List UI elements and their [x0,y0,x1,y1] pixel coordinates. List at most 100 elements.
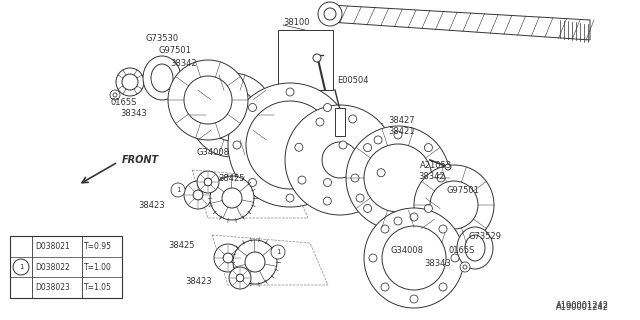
Circle shape [248,104,257,112]
Circle shape [13,259,29,275]
Polygon shape [330,5,590,40]
Circle shape [381,283,389,291]
Circle shape [394,217,402,225]
Text: 38343: 38343 [120,108,147,117]
Circle shape [298,176,306,184]
Text: 38427: 38427 [388,116,415,124]
Text: 38423: 38423 [138,201,164,210]
Circle shape [410,213,418,221]
Circle shape [451,254,459,262]
Text: 1: 1 [276,249,280,255]
Ellipse shape [143,56,181,100]
Text: 1: 1 [176,187,180,193]
Text: G73529: G73529 [468,231,501,241]
Circle shape [168,60,248,140]
Text: 1: 1 [19,264,23,270]
Circle shape [424,204,433,212]
Text: 0165S: 0165S [448,245,474,254]
Text: G34008: G34008 [196,148,229,156]
Circle shape [229,267,251,289]
Circle shape [439,225,447,233]
Circle shape [323,197,332,205]
Circle shape [374,136,382,144]
Circle shape [318,2,342,26]
Text: D038023: D038023 [35,283,70,292]
Text: G97501: G97501 [446,186,479,195]
Text: G73530: G73530 [145,34,178,43]
Bar [335,108,345,136]
Circle shape [346,126,450,230]
Circle shape [286,194,294,202]
Text: A21053: A21053 [420,161,452,170]
Text: 0165S: 0165S [110,98,136,107]
Text: 38343: 38343 [424,260,451,268]
Circle shape [313,54,321,62]
Circle shape [414,165,494,245]
Bar [278,30,333,90]
Circle shape [424,144,433,152]
Circle shape [377,169,385,177]
Circle shape [323,104,332,112]
Circle shape [394,131,402,139]
Circle shape [197,171,219,193]
Circle shape [210,176,254,220]
Circle shape [349,115,356,123]
Text: G97501: G97501 [158,45,191,54]
Text: A190001242: A190001242 [556,301,609,310]
Circle shape [295,143,303,151]
Circle shape [184,76,232,124]
Circle shape [364,208,464,308]
Circle shape [364,144,372,152]
Ellipse shape [457,227,493,269]
Text: FRONT: FRONT [122,155,159,165]
Circle shape [322,142,358,178]
Text: 38425: 38425 [218,173,244,182]
Circle shape [364,144,432,212]
Circle shape [351,174,359,182]
Circle shape [356,194,364,202]
Circle shape [204,178,212,186]
Text: 38421: 38421 [388,126,415,135]
Circle shape [339,141,347,149]
Text: E00504: E00504 [337,76,369,84]
Circle shape [110,90,120,100]
Text: 38342: 38342 [418,172,445,180]
Circle shape [222,188,242,208]
Circle shape [324,8,336,20]
Circle shape [171,183,185,197]
Text: T=0.95: T=0.95 [84,242,112,251]
Circle shape [364,204,372,212]
Text: A190001242: A190001242 [556,303,609,313]
Circle shape [463,265,467,269]
Circle shape [323,179,332,187]
Text: T=1.00: T=1.00 [84,262,112,271]
Text: 38425: 38425 [168,241,195,250]
Circle shape [122,74,138,90]
Text: G34008: G34008 [390,245,423,254]
Circle shape [271,245,285,259]
Ellipse shape [465,235,485,261]
Circle shape [445,164,451,170]
Circle shape [246,101,334,189]
Circle shape [245,252,265,272]
Text: T=1.05: T=1.05 [84,283,112,292]
Circle shape [430,181,478,229]
Circle shape [223,253,233,263]
Circle shape [410,295,418,303]
Circle shape [190,73,274,157]
Text: D038022: D038022 [35,262,70,271]
Circle shape [236,274,244,282]
Circle shape [285,105,395,215]
Text: 38423: 38423 [185,277,212,286]
Circle shape [193,190,203,200]
Circle shape [116,68,144,96]
Circle shape [184,181,212,209]
Circle shape [286,88,294,96]
Circle shape [214,244,242,272]
Circle shape [381,225,389,233]
Circle shape [437,174,445,182]
Circle shape [228,83,352,207]
Circle shape [439,283,447,291]
Text: 38342: 38342 [170,59,196,68]
Bar [10,236,122,298]
